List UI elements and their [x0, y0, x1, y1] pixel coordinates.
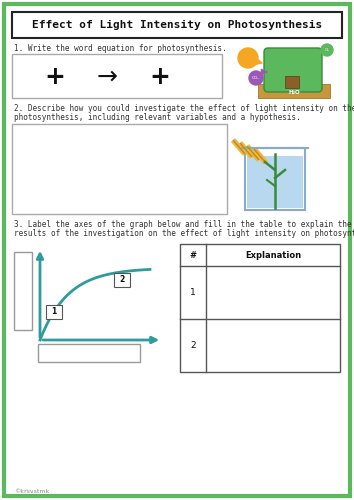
- Text: 2: 2: [119, 276, 125, 284]
- Text: 1. Write the word equation for photosynthesis.: 1. Write the word equation for photosynt…: [14, 44, 227, 53]
- Bar: [285, 76, 299, 88]
- Text: 3. Label the axes of the graph below and fill in the table to explain the expect: 3. Label the axes of the graph below and…: [14, 220, 354, 229]
- FancyBboxPatch shape: [46, 305, 62, 319]
- Bar: [258, 84, 330, 98]
- Text: +: +: [149, 65, 170, 89]
- Text: 1: 1: [190, 288, 196, 297]
- Text: H₂O: H₂O: [288, 90, 300, 94]
- Text: photosynthesis, including relevant variables and a hypothesis.: photosynthesis, including relevant varia…: [14, 113, 301, 122]
- Bar: [38, 344, 140, 362]
- Bar: [245, 148, 305, 210]
- Bar: [12, 12, 342, 38]
- Text: results of the investigation on the effect of light intensity on photosynthesis.: results of the investigation on the effe…: [14, 229, 354, 238]
- Bar: [12, 124, 227, 214]
- Text: CO₂: CO₂: [252, 76, 260, 80]
- FancyBboxPatch shape: [114, 273, 130, 287]
- Text: +: +: [45, 65, 65, 89]
- Bar: [14, 252, 32, 330]
- Text: Effect of Light Intensity on Photosynthesis: Effect of Light Intensity on Photosynthe…: [32, 20, 322, 30]
- Bar: [12, 54, 222, 98]
- Text: ©krsvstmk: ©krsvstmk: [14, 489, 49, 494]
- Text: →: →: [97, 65, 118, 89]
- Text: Explanation: Explanation: [245, 250, 301, 260]
- Circle shape: [249, 71, 263, 85]
- Text: 2. Describe how you could investigate the effect of light intensity on the rate : 2. Describe how you could investigate th…: [14, 104, 354, 113]
- Circle shape: [238, 48, 258, 68]
- Circle shape: [321, 44, 333, 56]
- Text: 2: 2: [190, 341, 196, 350]
- Bar: [180, 244, 340, 372]
- Text: O₂: O₂: [325, 48, 330, 52]
- Text: #: #: [189, 250, 196, 260]
- Bar: [247, 156, 303, 208]
- FancyBboxPatch shape: [264, 48, 322, 92]
- Text: 1: 1: [51, 308, 57, 316]
